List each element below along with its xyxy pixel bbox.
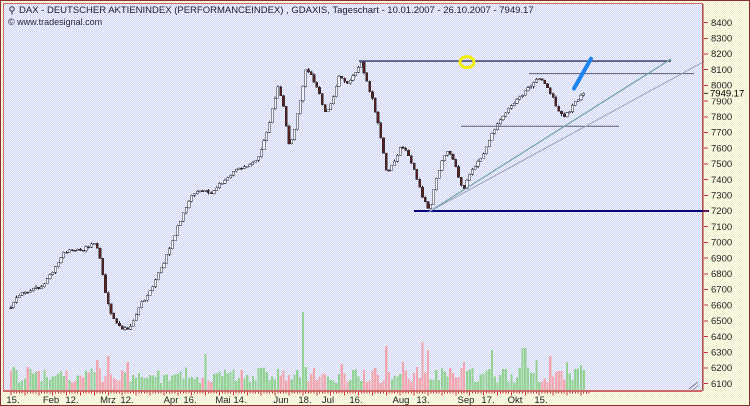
candlestick-layer (9, 60, 586, 331)
resize-grip-icon (688, 381, 700, 391)
x-tick-label: 16. (183, 395, 196, 406)
y-tick-label: 8300 (711, 34, 732, 45)
x-tick-label: Feb (43, 395, 59, 406)
last-price-label: 7949.17 (704, 88, 749, 100)
x-tick-label: 17. (481, 395, 494, 406)
x-axis-time-scale[interactable]: 15. Feb 12. Mrz 12. Apr 16. Mai 14. Jun 18. Jul 16. A… (3, 391, 702, 406)
x-tick-label: Aug (393, 395, 410, 406)
chart-title: DAX - DEUTSCHER AKTIENINDEX (PERFORMANCE… (19, 5, 534, 16)
y-tick-label: 7500 (711, 159, 732, 170)
y-tick-label: 7400 (711, 175, 732, 186)
x-tick-label: 12. (120, 395, 133, 406)
y-tick-label: 7900 (711, 96, 732, 107)
y-tick-label: 8400 (711, 18, 732, 29)
chart-header: DAX - DEUTSCHER AKTIENINDEX (PERFORMANCE… (8, 5, 534, 28)
y-tick-label: 6700 (711, 285, 732, 296)
x-tick-label: Okt (508, 395, 523, 406)
rising-trendline-shallow[interactable] (428, 61, 705, 213)
y-axis-price-scale[interactable]: 8400 8300 8200 8100 8000 7900 7800 7700 7600 7500… (702, 4, 749, 391)
x-tick-label: 14. (233, 395, 246, 406)
y-tick-label: 7600 (711, 143, 732, 154)
y-tick-label: 8100 (711, 65, 732, 76)
y-tick-label: 7100 (711, 222, 732, 233)
yellow-ellipse-highlight[interactable] (458, 55, 476, 70)
y-tick-label: 7700 (711, 128, 732, 139)
chart-object-icon (8, 6, 16, 15)
y-tick-label: 7800 (711, 112, 732, 123)
y-tick-label: 6100 (711, 379, 732, 390)
blue-arrow-annotation[interactable] (572, 56, 593, 91)
x-tick-label: 18. (298, 395, 311, 406)
y-tick-label: 6600 (711, 300, 732, 311)
x-tick-label: Sep (458, 395, 475, 406)
y-tick-label: 6400 (711, 332, 732, 343)
x-tick-label: Jun (273, 395, 288, 406)
watermark: © www.tradesignal.com (8, 17, 103, 27)
x-tick-label: Mrz (100, 395, 116, 406)
svg-text:7949.17: 7949.17 (710, 89, 744, 100)
y-tick-label: 8200 (711, 49, 732, 60)
y-tick-label: 6900 (711, 253, 732, 264)
x-tick-label: 15. (534, 395, 547, 406)
x-tick-label: Mai (215, 395, 230, 406)
y-tick-label: 6500 (711, 316, 732, 327)
x-tick-label: 15. (6, 395, 19, 406)
y-tick-label: 6800 (711, 269, 732, 280)
volume-bars-layer (9, 312, 585, 390)
x-tick-label: 12. (65, 395, 78, 406)
y-tick-label: 6300 (711, 348, 732, 359)
y-tick-label: 8000 (711, 81, 732, 92)
x-tick-label: Apr (164, 395, 179, 406)
x-tick-label: 16. (349, 395, 362, 406)
y-tick-label: 7300 (711, 191, 732, 202)
y-tick-label: 7000 (711, 238, 732, 249)
y-tick-label: 7200 (711, 206, 732, 217)
x-tick-label: 13. (416, 395, 429, 406)
x-tick-label: Jul (322, 395, 334, 406)
chart-title-line: DAX - DEUTSCHER AKTIENINDEX (PERFORMANCE… (8, 5, 534, 16)
y-tick-label: 6200 (711, 363, 732, 374)
rising-trendline-steep[interactable] (428, 58, 672, 213)
